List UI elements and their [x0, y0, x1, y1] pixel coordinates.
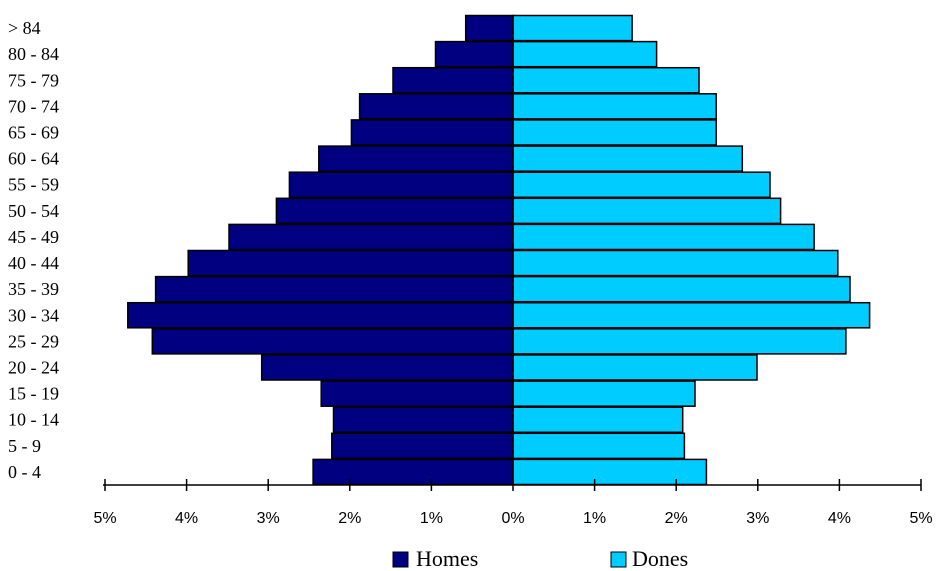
age-label: 30 - 34 — [8, 305, 59, 325]
legend-swatch-dones — [610, 551, 627, 568]
bar-homes-25-29 — [151, 328, 514, 355]
bar-homes-60-64 — [318, 145, 514, 172]
dones-bars — [512, 14, 871, 486]
bar-homes-84 — [464, 14, 514, 42]
bar-homes-5-9 — [331, 432, 514, 460]
x-axis: 5% 4% 3% 2% 1% 0% 1% 2% 3% 4% 5% — [93, 15, 933, 527]
age-label: 75 - 79 — [8, 70, 59, 90]
age-label: 25 - 29 — [8, 331, 59, 351]
bar-dones-50-54 — [512, 197, 782, 225]
legend-label-dones: Dones — [632, 546, 688, 571]
bar-dones-60-64 — [512, 145, 744, 172]
bar-dones-20-24 — [512, 354, 758, 381]
bar-homes-20-24 — [260, 354, 514, 381]
x-tick-label: 0% — [501, 510, 524, 527]
age-label: 55 - 59 — [8, 175, 59, 195]
age-label: 0 - 4 — [8, 462, 41, 482]
age-label: 45 - 49 — [8, 227, 59, 247]
age-label: 40 - 44 — [8, 253, 59, 273]
x-tick-label: 1% — [583, 510, 606, 527]
bar-homes-30-34 — [127, 301, 514, 329]
bar-dones-25-29 — [512, 328, 847, 355]
x-tick-label: 3% — [257, 510, 280, 527]
age-labels: 0 - 4 5 - 9 10 - 14 15 - 19 20 - 24 25 - 29 30… — [8, 18, 59, 482]
legend-label-homes: Homes — [416, 546, 478, 571]
age-label: 50 - 54 — [8, 201, 59, 221]
bar-homes-10-14 — [332, 406, 514, 434]
x-tick-label: 1% — [420, 510, 443, 527]
bar-homes-35-39 — [154, 275, 514, 303]
bar-homes-40-44 — [187, 249, 514, 277]
age-label: 5 - 9 — [8, 436, 41, 456]
bar-dones-55-59 — [512, 171, 771, 199]
age-label: 80 - 84 — [8, 44, 59, 64]
bar-homes-55-59 — [288, 171, 514, 199]
x-tick-label: 4% — [828, 510, 851, 527]
x-tick-label: 5% — [909, 510, 932, 527]
age-label: 70 - 74 — [8, 96, 59, 116]
homes-bars — [127, 14, 514, 486]
bar-homes-45-49 — [228, 223, 514, 251]
age-label: 10 - 14 — [8, 410, 59, 430]
x-tick-label: 4% — [175, 510, 198, 527]
bar-homes-80-84 — [434, 40, 514, 68]
age-label: 15 - 19 — [8, 384, 59, 404]
bar-dones-40-44 — [512, 249, 839, 277]
bar-dones-70-74 — [512, 93, 717, 120]
legend: Homes Dones — [392, 546, 688, 571]
age-label: 60 - 64 — [8, 149, 59, 169]
bar-homes-50-54 — [275, 197, 514, 225]
x-tick-label: 2% — [338, 510, 361, 527]
bar-dones-65-69 — [512, 119, 717, 146]
age-label: 65 - 69 — [8, 123, 59, 143]
age-label: 20 - 24 — [8, 358, 59, 378]
x-tick-label: 5% — [93, 510, 116, 527]
bar-dones-45-49 — [512, 223, 815, 251]
bar-dones-15-19 — [512, 380, 696, 407]
bar-dones-10-14 — [512, 406, 684, 434]
bar-dones-30-34 — [512, 301, 871, 329]
bar-dones-35-39 — [512, 275, 851, 303]
age-label: 35 - 39 — [8, 279, 59, 299]
bar-homes-65-69 — [350, 119, 514, 146]
bar-homes-75-79 — [392, 66, 514, 94]
bar-dones-5-9 — [512, 432, 686, 460]
bar-dones-0-4 — [512, 458, 708, 486]
x-tick-label: 3% — [746, 510, 769, 527]
bar-dones-84 — [512, 14, 633, 42]
age-label: > 84 — [8, 18, 41, 38]
legend-swatch-homes — [392, 551, 409, 568]
bar-homes-70-74 — [358, 93, 514, 120]
x-tick-label: 2% — [665, 510, 688, 527]
bar-dones-80-84 — [512, 40, 658, 68]
bar-homes-0-4 — [312, 458, 514, 486]
bar-homes-15-19 — [320, 380, 514, 407]
bar-dones-75-79 — [512, 66, 700, 94]
